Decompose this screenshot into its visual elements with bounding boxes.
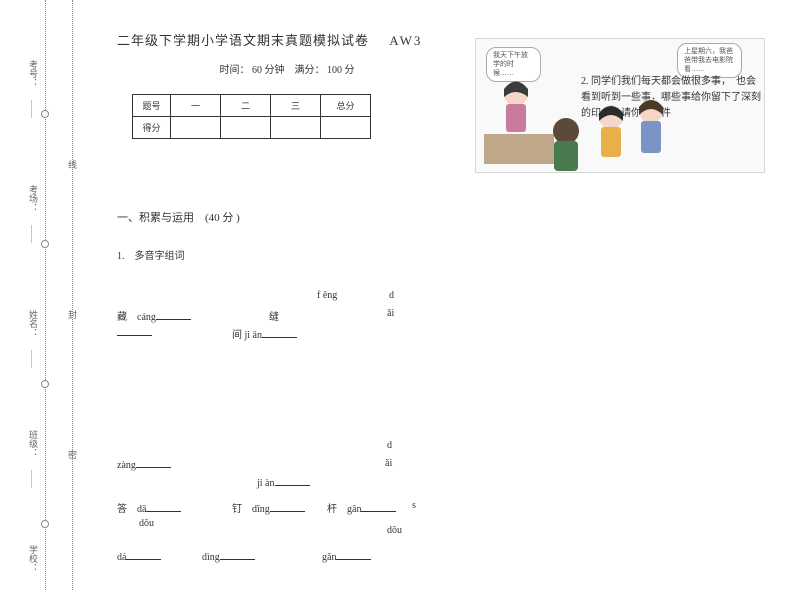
blank-line xyxy=(262,328,297,338)
exam-title: 二年级下学期小学语文期末真题模拟试卷 AW3 xyxy=(117,30,457,49)
exam-subtitle: 时间： 60 分钟 满分： 100 分 xyxy=(117,61,457,76)
pinyin-gan2: gǎn xyxy=(322,550,371,563)
dotted-line-2 xyxy=(72,0,73,590)
cut-mark: 封 xyxy=(66,310,79,319)
kids-illustration xyxy=(476,39,766,174)
blank-line xyxy=(220,550,255,560)
illustration-panel: 我天下午放学的时候…… 上星期六，我爸爸带我去电影院看…… 2. 同学们我们每天… xyxy=(475,38,765,173)
blank-line xyxy=(275,476,310,486)
table-row: 得分 xyxy=(133,117,371,139)
pinyin-ai: ǎi xyxy=(387,308,394,319)
pinyin-da: 答 dā xyxy=(117,500,181,515)
blank-line xyxy=(126,550,161,560)
blank-line xyxy=(336,550,371,560)
binding-circle xyxy=(41,380,49,388)
blank-line xyxy=(361,502,396,512)
blank-line xyxy=(136,458,171,468)
pinyin-cang: 藏 cáng xyxy=(117,308,191,323)
sidebar-label-name: 姓名： xyxy=(27,310,40,337)
sidebar-label-school: 学校： xyxy=(27,545,40,572)
th-3: 三 xyxy=(271,95,321,117)
desk-shape xyxy=(484,134,554,164)
pinyin-dou: dōu xyxy=(139,518,154,529)
pinyin-ding2: dìng xyxy=(202,550,255,563)
blank-line xyxy=(146,502,181,512)
td-blank xyxy=(271,117,321,139)
pinyin-jian: 间 ji ān xyxy=(232,326,297,341)
section-heading: 一、积累与运用 (40 分 ) xyxy=(117,209,457,225)
dotted-line-1 xyxy=(45,0,46,590)
pinyin-feng2: 缝 xyxy=(269,308,279,323)
sidebar-blank: ＿＿ xyxy=(29,100,42,118)
blank-line xyxy=(117,326,152,339)
title-code: AW3 xyxy=(389,33,422,48)
binding-circle xyxy=(41,110,49,118)
td-blank xyxy=(221,117,271,139)
sidebar-label-class: 班级： xyxy=(27,430,40,457)
pinyin-da2: dá xyxy=(117,550,161,563)
binding-sidebar: 考号： ＿＿ 考场： ＿＿ 姓名： ＿＿ 班级： ＿＿ 学校： 线 封 密 xyxy=(0,0,85,592)
cut-mark: 密 xyxy=(66,450,79,459)
sidebar-blank: ＿＿ xyxy=(29,470,42,488)
th-2: 二 xyxy=(221,95,271,117)
title-text: 二年级下学期小学语文期末真题模拟试卷 xyxy=(117,33,369,48)
binding-circle xyxy=(41,520,49,528)
pinyin-ai2: ǎi xyxy=(385,458,392,469)
blank-line xyxy=(156,310,191,320)
pinyin-jian2: ji àn xyxy=(257,476,310,489)
td-score: 得分 xyxy=(133,117,171,139)
score-table: 题号 一 二 三 总分 得分 xyxy=(132,94,371,139)
blank-line xyxy=(270,502,305,512)
td-blank xyxy=(321,117,371,139)
pinyin-feng: f ēng xyxy=(317,290,337,301)
binding-circle xyxy=(41,240,49,248)
cut-mark: 线 xyxy=(66,160,79,169)
th-1: 一 xyxy=(171,95,221,117)
question-1: 1. 多音字组词 xyxy=(117,247,457,262)
main-content: 二年级下学期小学语文期末真题模拟试卷 AW3 时间： 60 分钟 满分： 100… xyxy=(117,30,457,262)
pinyin-zang: zàng xyxy=(117,458,171,471)
sidebar-blank: ＿＿ xyxy=(29,350,42,368)
table-row: 题号 一 二 三 总分 xyxy=(133,95,371,117)
pinyin-d2: d xyxy=(387,440,392,451)
pinyin-s: s xyxy=(412,500,416,511)
td-blank xyxy=(171,117,221,139)
sidebar-label-examno: 考号： xyxy=(27,60,40,87)
pinyin-d: d xyxy=(389,290,394,301)
sidebar-label-room: 考场： xyxy=(27,185,40,212)
th-total: 总分 xyxy=(321,95,371,117)
pinyin-dou2: dōu xyxy=(387,525,402,536)
pinyin-ding: 钉 dīng xyxy=(232,500,305,515)
pinyin-gan: 杆 gān xyxy=(327,500,396,515)
th-num: 题号 xyxy=(133,95,171,117)
sidebar-blank: ＿＿ xyxy=(29,225,42,243)
